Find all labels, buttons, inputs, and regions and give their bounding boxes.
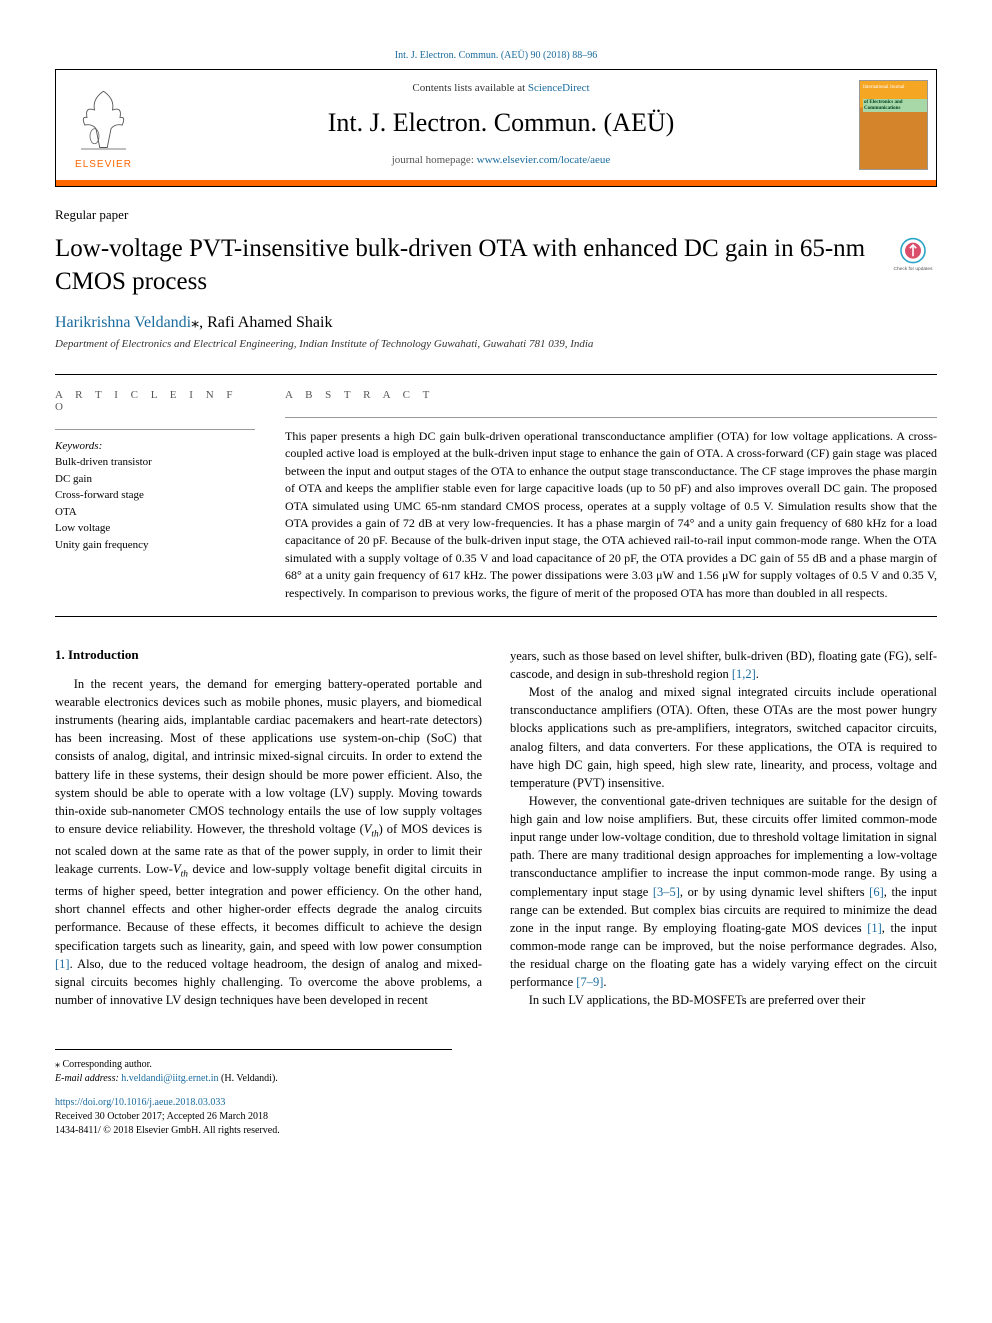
cover-text-top: International Journal <box>863 85 905 91</box>
homepage-prefix: journal homepage: <box>392 154 477 166</box>
copyright-line: 1434-8411/ © 2018 Elsevier GmbH. All rig… <box>55 1124 937 1138</box>
abstract-heading: A B S T R A C T <box>285 389 937 401</box>
info-abstract-row: A R T I C L E I N F O Keywords: Bulk-dri… <box>55 374 937 617</box>
keyword-3: Cross-forward stage <box>55 487 255 504</box>
ref-1[interactable]: [1] <box>55 957 70 971</box>
header-center: Contents lists available at ScienceDirec… <box>151 70 851 180</box>
article-title: Low-voltage PVT-insensitive bulk-driven … <box>55 233 869 298</box>
email-line: E-mail address: h.veldandi@iitg.ernet.in… <box>55 1072 452 1086</box>
col2-para-2: However, the conventional gate-driven te… <box>510 792 937 991</box>
abstract-text: This paper presents a high DC gain bulk-… <box>285 417 937 602</box>
section-1-heading: 1. Introduction <box>55 647 482 663</box>
c2p2a: However, the conventional gate-driven te… <box>510 794 937 899</box>
homepage-link[interactable]: www.elsevier.com/locate/aeue <box>477 154 611 166</box>
ref-6[interactable]: [6] <box>869 885 884 899</box>
body-columns: 1. Introduction In the recent years, the… <box>55 647 937 1010</box>
paper-type: Regular paper <box>55 207 937 223</box>
email-link[interactable]: h.veldandi@iitg.ernet.in <box>121 1073 218 1084</box>
ref-1b[interactable]: [1] <box>867 921 882 935</box>
th1: th <box>371 829 378 839</box>
doi-link[interactable]: https://doi.org/10.1016/j.aeue.2018.03.0… <box>55 1097 225 1108</box>
contents-prefix: Contents lists available at <box>412 82 527 94</box>
homepage-line: journal homepage: www.elsevier.com/locat… <box>161 154 841 166</box>
article-info-col: A R T I C L E I N F O Keywords: Bulk-dri… <box>55 375 255 616</box>
body-col-right: years, such as those based on level shif… <box>510 647 937 1010</box>
keywords-label: Keywords: <box>55 429 255 452</box>
contents-line: Contents lists available at ScienceDirec… <box>161 82 841 94</box>
p1a: In the recent years, the demand for emer… <box>55 677 482 836</box>
header-content-row: ELSEVIER Contents lists available at Sci… <box>56 70 936 180</box>
author-sep: , <box>199 314 207 331</box>
email-suffix: (H. Veldandi). <box>219 1073 278 1084</box>
keyword-6: Unity gain frequency <box>55 537 255 554</box>
corr-sup: ⁎ <box>191 314 199 331</box>
journal-title: Int. J. Electron. Commun. (AEÜ) <box>161 108 841 138</box>
top-citation-link[interactable]: Int. J. Electron. Commun. (AEÜ) 90 (2018… <box>55 50 937 61</box>
col2-para-1: Most of the analog and mixed signal inte… <box>510 683 937 792</box>
title-row: Low-voltage PVT-insensitive bulk-driven … <box>55 233 937 298</box>
email-label: E-mail address: <box>55 1073 121 1084</box>
elsevier-wordmark: ELSEVIER <box>75 159 132 170</box>
keyword-2: DC gain <box>55 471 255 488</box>
vth2: V <box>173 862 181 876</box>
journal-header-box: ELSEVIER Contents lists available at Sci… <box>55 69 937 187</box>
svg-text:Check for updates: Check for updates <box>894 266 934 272</box>
check-updates-badge[interactable]: Check for updates <box>889 233 937 281</box>
author-1[interactable]: Harikrishna Veldandi <box>55 314 191 331</box>
received-line: Received 30 October 2017; Accepted 26 Ma… <box>55 1110 937 1124</box>
col2-para-3: In such LV applications, the BD-MOSFETs … <box>510 991 937 1009</box>
journal-cover-image: International Journal of Electronics and… <box>859 80 928 170</box>
elsevier-tree-icon <box>66 80 141 155</box>
header-orange-bar <box>56 180 936 186</box>
sciencedirect-link[interactable]: ScienceDirect <box>528 82 590 94</box>
cover-text-mid: of Electronics and Communications <box>863 99 927 112</box>
ref-35[interactable]: [3–5] <box>653 885 680 899</box>
keyword-4: OTA <box>55 504 255 521</box>
journal-cover-block: International Journal of Electronics and… <box>851 70 936 180</box>
intro-para-1: In the recent years, the demand for emer… <box>55 675 482 1009</box>
ref-12[interactable]: [1,2] <box>732 667 756 681</box>
c2p0b: . <box>756 667 759 681</box>
corresponding-author-note: ⁎ Corresponding author. <box>55 1058 452 1072</box>
c2p2b: , or by using dynamic level shifters <box>680 885 869 899</box>
keyword-1: Bulk-driven transistor <box>55 454 255 471</box>
affiliation: Department of Electronics and Electrical… <box>55 338 937 350</box>
authors-line: Harikrishna Veldandi⁎, Rafi Ahamed Shaik <box>55 312 937 332</box>
article-info-heading: A R T I C L E I N F O <box>55 389 255 413</box>
th2: th <box>181 870 188 880</box>
c2p0: years, such as those based on level shif… <box>510 649 937 681</box>
col2-continue: years, such as those based on level shif… <box>510 647 937 683</box>
author-2: Rafi Ahamed Shaik <box>207 314 332 331</box>
c2p2e: . <box>603 975 606 989</box>
keyword-5: Low voltage <box>55 520 255 537</box>
p1d: . Also, due to the reduced voltage headr… <box>55 957 482 1007</box>
abstract-col: A B S T R A C T This paper presents a hi… <box>285 375 937 616</box>
page-container: Int. J. Electron. Commun. (AEÜ) 90 (2018… <box>0 0 992 1178</box>
doi-block: https://doi.org/10.1016/j.aeue.2018.03.0… <box>55 1096 937 1138</box>
elsevier-logo-block[interactable]: ELSEVIER <box>56 70 151 180</box>
footnotes-block: ⁎ Corresponding author. E-mail address: … <box>55 1049 452 1086</box>
ref-79[interactable]: [7–9] <box>576 975 603 989</box>
body-col-left: 1. Introduction In the recent years, the… <box>55 647 482 1010</box>
